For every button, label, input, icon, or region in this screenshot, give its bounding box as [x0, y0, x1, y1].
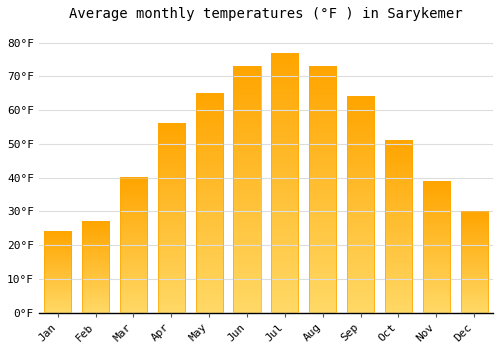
Title: Average monthly temperatures (°F ) in Sarykemer: Average monthly temperatures (°F ) in Sa… [69, 7, 462, 21]
